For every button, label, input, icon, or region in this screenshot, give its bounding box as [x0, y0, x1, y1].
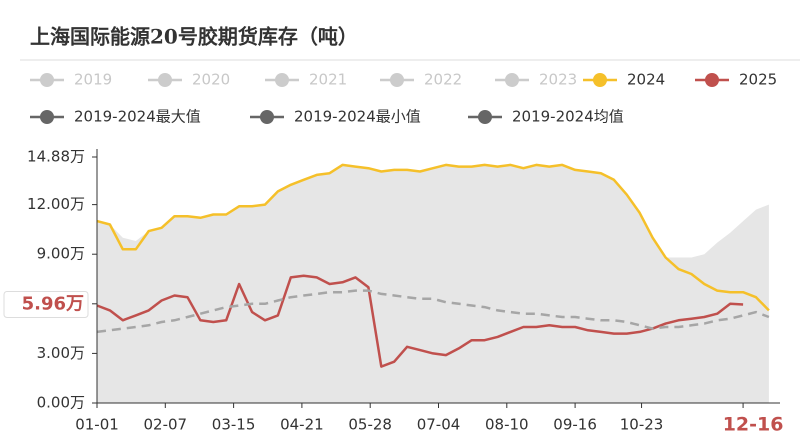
- legend-marker: [158, 73, 172, 87]
- x-tick-label: 12-16: [723, 414, 784, 436]
- legend-marker: [705, 73, 719, 87]
- x-tick-label: 02-07: [144, 416, 188, 434]
- legend-item[interactable]: 2019-2024最小值: [250, 108, 421, 126]
- x-tick-label: 08-10: [485, 416, 529, 434]
- series-line: [96, 274, 744, 368]
- legend-label: 2019-2024最大值: [74, 108, 201, 126]
- y-tick-label: 12.00万: [27, 195, 85, 213]
- legend-label: 2019-2024最小值: [294, 108, 421, 126]
- chart-title: 上海国际能源20号胶期货库存（吨）: [30, 25, 358, 49]
- legend-marker: [40, 73, 54, 87]
- y-tick-label: 0.00万: [37, 394, 85, 412]
- legend-label: 2020: [192, 71, 230, 89]
- legend-label: 2019: [74, 71, 112, 89]
- x-tick-label: 07-04: [417, 416, 461, 434]
- x-tick-label: 10-23: [620, 416, 664, 434]
- legend-marker: [260, 110, 274, 124]
- legend-item[interactable]: 2021: [265, 71, 347, 89]
- legend-label: 2021: [309, 71, 347, 89]
- legend-label: 2019-2024均值: [512, 108, 624, 126]
- legend-marker: [40, 110, 54, 124]
- legend-marker: [275, 73, 289, 87]
- legend-item[interactable]: 2022: [380, 71, 462, 89]
- legend-item[interactable]: 2023: [495, 71, 577, 89]
- last-value-box: [3, 290, 89, 318]
- legend-item[interactable]: 2024: [583, 71, 665, 89]
- x-tick-label: 05-28: [348, 416, 392, 434]
- y-tick-label: 14.88万: [27, 148, 85, 166]
- y-tick-label: 9.00万: [37, 245, 85, 263]
- legend-marker: [593, 73, 607, 87]
- legend-label: 2024: [627, 71, 665, 89]
- legend-item[interactable]: 2019: [30, 71, 112, 89]
- legend-item[interactable]: 2025: [695, 71, 777, 89]
- max-area: [97, 164, 769, 403]
- legend-label: 2022: [424, 71, 462, 89]
- x-tick-label: 01-01: [75, 416, 119, 434]
- legend-item[interactable]: 2019-2024最大值: [30, 108, 201, 126]
- legend-label: 2023: [539, 71, 577, 89]
- x-tick-label: 09-16: [553, 416, 597, 434]
- legend-marker: [478, 110, 492, 124]
- x-tick-label: 04-21: [280, 416, 324, 434]
- last-value-label: 5.96万: [22, 293, 84, 314]
- legend-marker: [505, 73, 519, 87]
- x-tick-label: 03-15: [212, 416, 256, 434]
- series-line: [96, 163, 770, 312]
- y-tick-label: 3.00万: [37, 344, 85, 362]
- legend-item[interactable]: 2020: [148, 71, 230, 89]
- legend-label: 2025: [739, 71, 777, 89]
- legend-item[interactable]: 2019-2024均值: [468, 108, 624, 126]
- legend-marker: [390, 73, 404, 87]
